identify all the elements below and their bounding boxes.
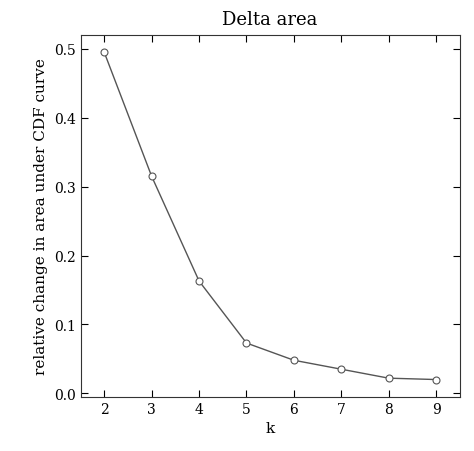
Title: Delta area: Delta area	[222, 11, 318, 29]
Y-axis label: relative change in area under CDF curve: relative change in area under CDF curve	[34, 58, 48, 375]
X-axis label: k: k	[265, 421, 275, 435]
